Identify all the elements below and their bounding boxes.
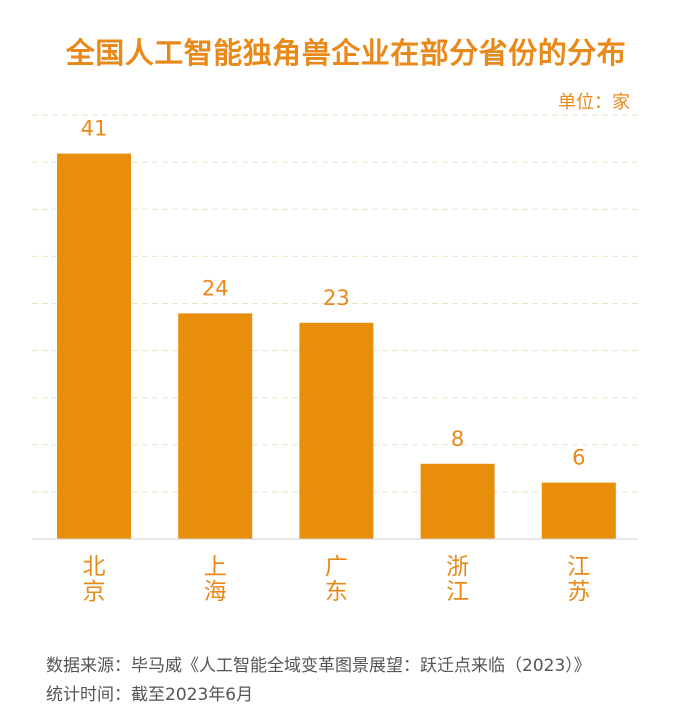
category-label-2: 东: [325, 579, 348, 605]
unit-label: 单位：家: [558, 92, 630, 113]
value-label-1: 24: [202, 276, 229, 300]
category-label-3: 江: [446, 579, 469, 605]
category-label-0: 京: [83, 579, 106, 605]
bar-2: [299, 322, 374, 539]
value-label-3: 8: [451, 427, 464, 451]
category-label-1: 上: [204, 554, 227, 580]
category-label-4: 江: [567, 554, 590, 580]
bar-0: [57, 153, 131, 539]
value-label-2: 23: [323, 286, 350, 310]
bar-1: [178, 313, 253, 539]
value-label-0: 41: [81, 117, 108, 141]
bar-3: [420, 463, 495, 539]
category-label-3: 浙: [446, 554, 469, 580]
chart-title: 全国人工智能独角兽企业在部分省份的分布: [65, 36, 627, 70]
category-label-0: 北: [83, 554, 106, 580]
value-labels: 41 24 23 8 6: [81, 117, 586, 470]
category-label-1: 海: [204, 579, 227, 605]
stat-time-note: 统计时间：截至2023年6月: [46, 685, 254, 705]
bars: [57, 153, 616, 539]
category-label-4: 苏: [567, 579, 590, 605]
category-label-2: 广: [325, 554, 348, 580]
value-label-4: 6: [572, 446, 585, 470]
bar-4: [541, 482, 616, 539]
source-note: 数据来源：毕马威《人工智能全域变革图景展望：跃迁点来临（2023）》: [46, 656, 591, 676]
